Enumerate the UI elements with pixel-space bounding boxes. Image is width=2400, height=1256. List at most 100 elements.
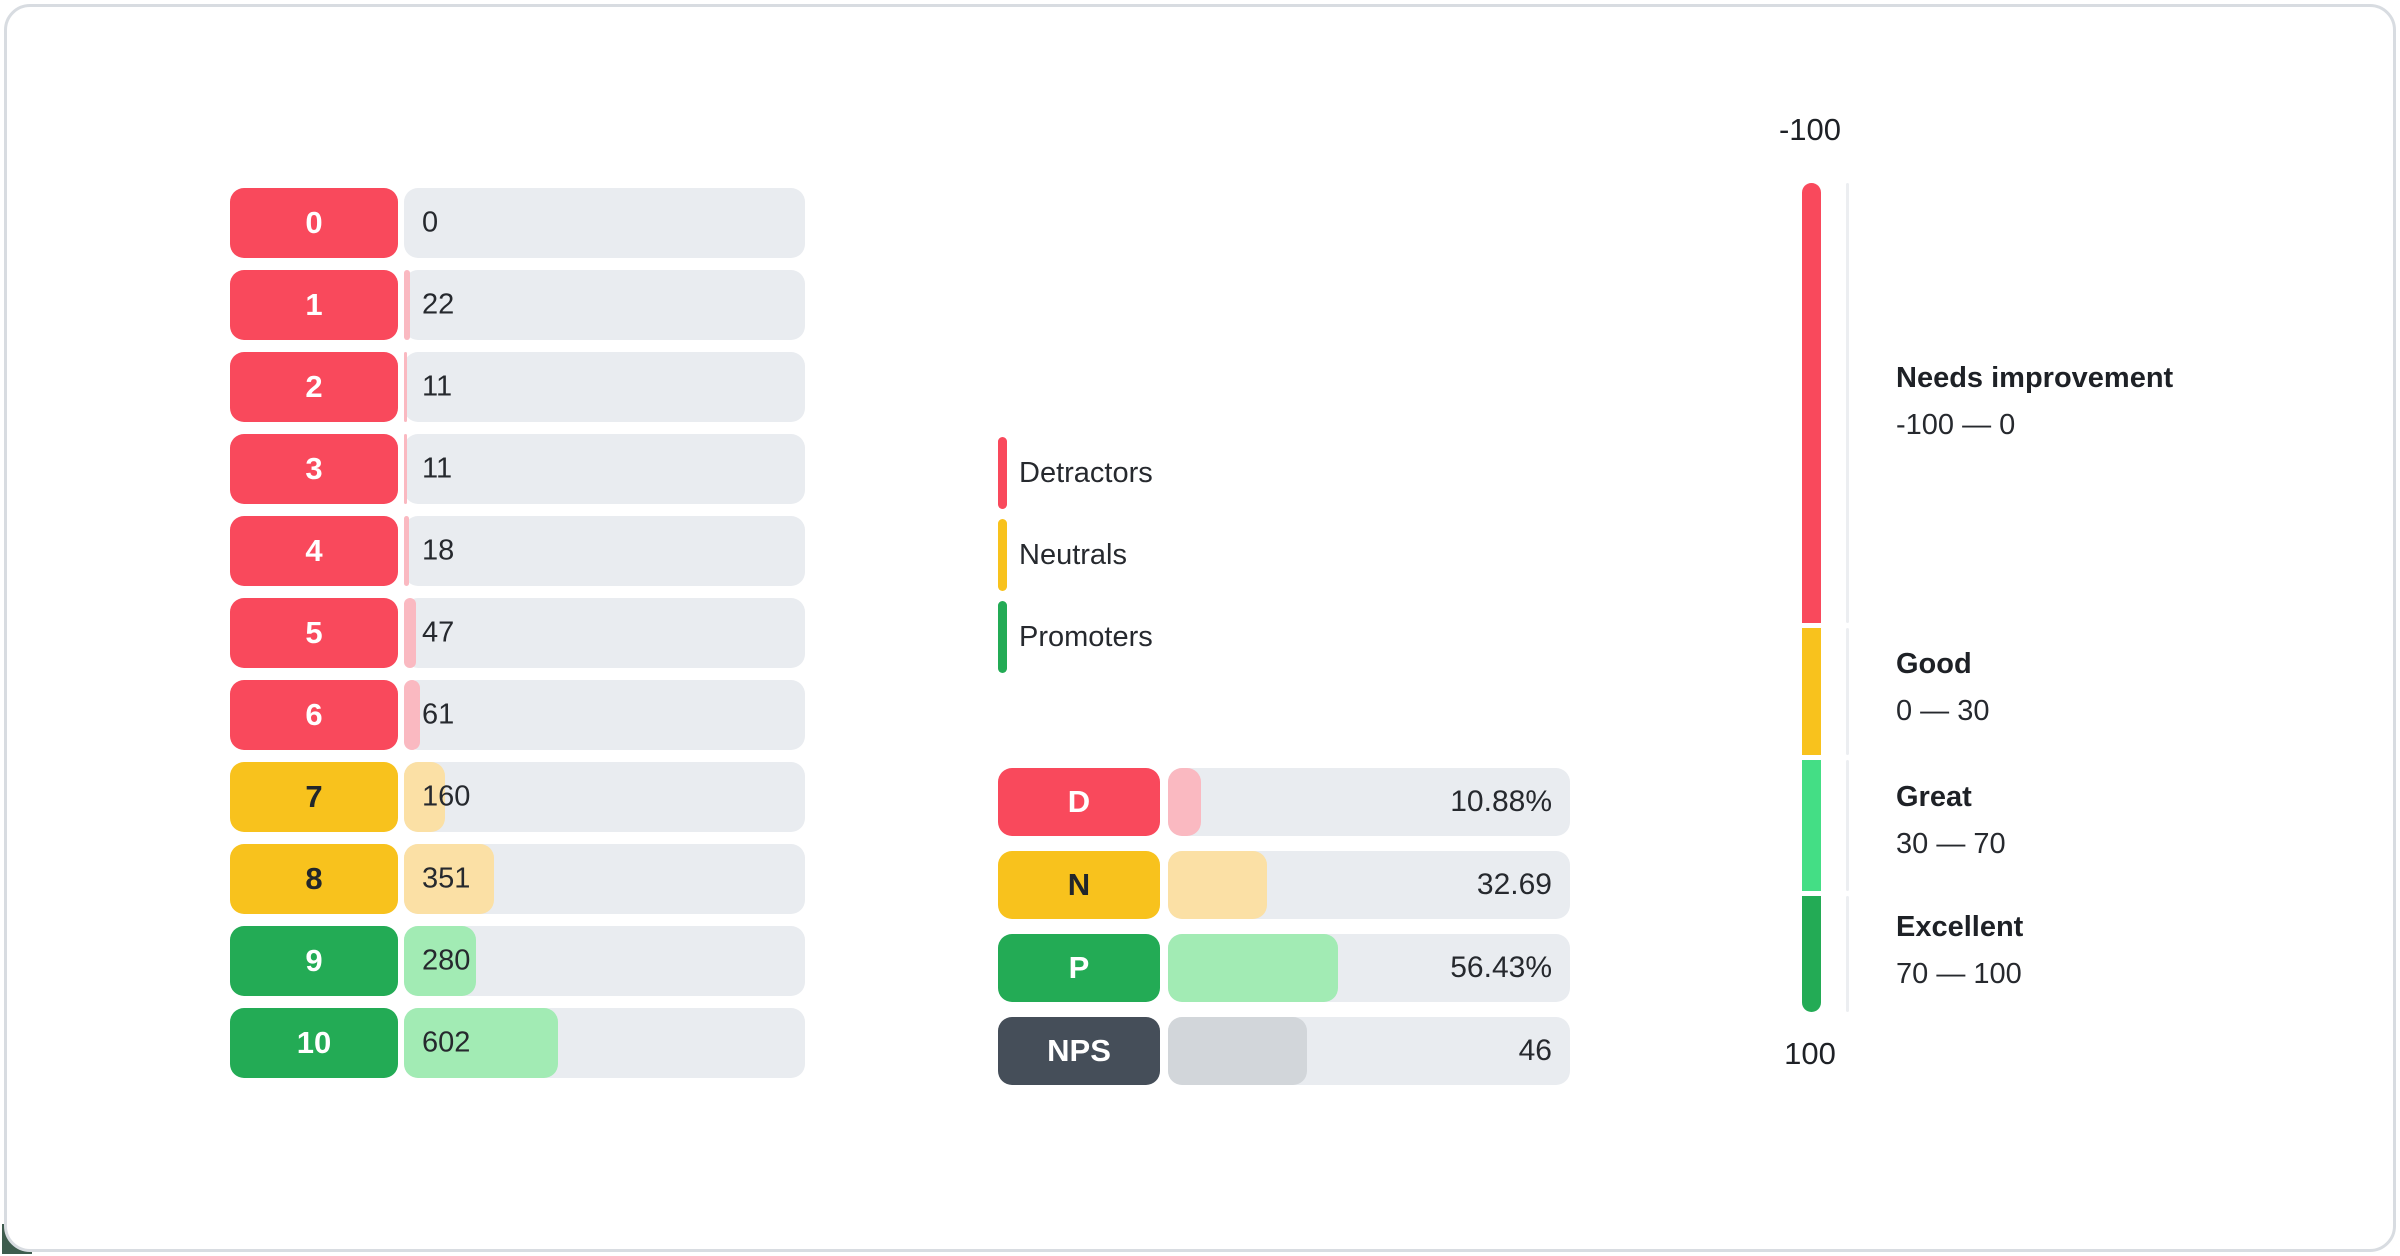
- gauge-track-segment: [1846, 628, 1849, 756]
- score-row: 9 280: [230, 926, 805, 996]
- score-row: 3 11: [230, 434, 805, 504]
- score-count-label: 47: [422, 616, 455, 649]
- gauge-section-title: Needs improvement: [1896, 362, 2174, 394]
- summary-bar-fill: [1168, 1017, 1308, 1085]
- gauge-segment-good: [1802, 628, 1821, 756]
- score-count-label: 22: [422, 288, 455, 321]
- score-row: 2 11: [230, 352, 805, 422]
- score-row: 4 18: [230, 516, 805, 586]
- score-bar-track: 351: [404, 844, 805, 914]
- summary-badge: N: [998, 851, 1160, 919]
- gauge-track-segment: [1846, 183, 1849, 624]
- summary-bar-track: 46: [1168, 1017, 1570, 1085]
- score-badge: 4: [230, 516, 398, 586]
- summary-bar-track: 32.69: [1168, 851, 1570, 919]
- gauge-bar: [1802, 183, 1821, 1012]
- summary-bar-fill: [1168, 934, 1339, 1002]
- gauge-track-segment: [1846, 760, 1849, 891]
- score-badge: 0: [230, 188, 398, 258]
- gauge-top-label: -100: [1778, 112, 1842, 147]
- score-badge: 5: [230, 598, 398, 668]
- summary-row-nps: NPS 46: [998, 1017, 1570, 1085]
- score-bar-track: 11: [404, 352, 805, 422]
- score-bar-fill: [404, 680, 420, 750]
- score-bar-track: 280: [404, 926, 805, 996]
- nps-summary-list: D 10.88% N 32.69 P 56.43% NPS 46: [998, 768, 1570, 1100]
- gauge-section-label: Excellent 70 — 100: [1896, 911, 2316, 991]
- gauge-section-title: Great: [1896, 781, 1972, 813]
- score-row: 7 160: [230, 762, 805, 832]
- summary-value-label: 32.69: [1476, 868, 1552, 901]
- score-badge: 9: [230, 926, 398, 996]
- score-bar-track: 22: [404, 270, 805, 340]
- score-bar-track: 11: [404, 434, 805, 504]
- legend-label: Neutrals: [1019, 538, 1127, 571]
- legend-color-pill: [998, 437, 1007, 509]
- gauge-section-title: Excellent: [1896, 911, 2024, 943]
- score-bar-fill: [404, 434, 407, 504]
- summary-row-d: D 10.88%: [998, 768, 1570, 836]
- score-count-label: 351: [422, 862, 471, 895]
- summary-value-label: 10.88%: [1450, 785, 1552, 818]
- score-count-label: 18: [422, 534, 455, 567]
- score-badge: 2: [230, 352, 398, 422]
- legend-item-promoters: Promoters: [998, 601, 1153, 673]
- gauge-bottom-label: 100: [1784, 1036, 1836, 1071]
- summary-row-p: P 56.43%: [998, 934, 1570, 1002]
- score-bar-track: 0: [404, 188, 805, 258]
- summary-badge: P: [998, 934, 1160, 1002]
- gauge-section-label: Good 0 — 30: [1896, 648, 2316, 728]
- score-bar-fill: [404, 1008, 559, 1078]
- score-row: 5 47: [230, 598, 805, 668]
- legend-item-neutrals: Neutrals: [998, 519, 1153, 591]
- score-count-label: 11: [422, 452, 453, 485]
- score-bar-track: 18: [404, 516, 805, 586]
- gauge-segment-needs-improvement: [1802, 183, 1821, 624]
- score-row: 10 602: [230, 1008, 805, 1078]
- score-bar-fill: [404, 926, 476, 996]
- score-bar-track: 602: [404, 1008, 805, 1078]
- score-count-label: 11: [422, 370, 453, 403]
- score-bar-fill: [404, 516, 409, 586]
- score-bar-track: 61: [404, 680, 805, 750]
- legend-label: Promoters: [1019, 620, 1153, 653]
- gauge-section-range: -100 — 0: [1896, 409, 2016, 441]
- score-count-label: 160: [422, 780, 471, 813]
- score-row: 1 22: [230, 270, 805, 340]
- score-bar-fill: [404, 352, 407, 422]
- score-row: 6 61: [230, 680, 805, 750]
- score-badge: 10: [230, 1008, 398, 1078]
- gauge-section-label: Needs improvement -100 — 0: [1896, 362, 2316, 442]
- score-badge: 7: [230, 762, 398, 832]
- score-count-label: 602: [422, 1026, 471, 1059]
- legend-item-detractors: Detractors: [998, 437, 1153, 509]
- legend-color-pill: [998, 601, 1007, 673]
- gauge-section-label: Great 30 — 70: [1896, 781, 2316, 861]
- gauge-segment-great: [1802, 760, 1821, 891]
- summary-bar-track: 10.88%: [1168, 768, 1570, 836]
- gauge-section-title: Good: [1896, 648, 1972, 680]
- gauge-segment-excellent: [1802, 895, 1821, 1012]
- gauge-track: [1846, 183, 1849, 1012]
- legend-label: Detractors: [1019, 456, 1153, 489]
- score-badge: 6: [230, 680, 398, 750]
- score-badge: 8: [230, 844, 398, 914]
- score-bar-fill: [404, 844, 495, 914]
- gauge-section-range: 70 — 100: [1896, 958, 2022, 990]
- score-count-label: 280: [422, 944, 471, 977]
- gauge-section-range: 30 — 70: [1896, 828, 2006, 860]
- score-bar-fill: [404, 270, 410, 340]
- summary-value-label: 46: [1518, 1034, 1552, 1067]
- gauge-track-segment: [1846, 895, 1849, 1012]
- legend: Detractors Neutrals Promoters: [998, 437, 1153, 683]
- score-row: 8 351: [230, 844, 805, 914]
- summary-bar-fill: [1168, 768, 1201, 836]
- summary-bar-fill: [1168, 851, 1267, 919]
- summary-value-label: 56.43%: [1450, 951, 1552, 984]
- gauge-section-range: 0 — 30: [1896, 695, 1990, 727]
- score-bar-track: 160: [404, 762, 805, 832]
- summary-badge: NPS: [998, 1017, 1160, 1085]
- summary-row-n: N 32.69: [998, 851, 1570, 919]
